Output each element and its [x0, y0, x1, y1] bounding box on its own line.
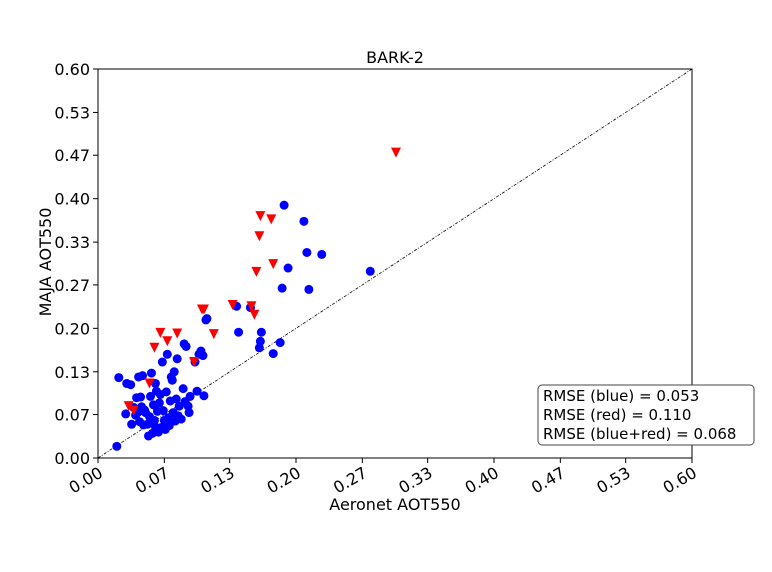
red-point	[254, 231, 265, 242]
blue-point	[169, 367, 179, 377]
blue-point	[202, 314, 212, 324]
x-tick-label: 0.27	[330, 463, 370, 497]
red-point	[155, 327, 166, 338]
y-tick-label: 0.47	[54, 146, 90, 165]
blue-point	[162, 349, 172, 359]
blue-point	[161, 387, 171, 397]
rmse-text: RMSE (blue+red) = 0.068	[543, 425, 736, 443]
y-tick-label: 0.40	[54, 190, 90, 209]
identity-line	[97, 68, 693, 459]
y-axis-label: MAJA AOT550	[36, 208, 55, 317]
blue-point	[176, 414, 186, 424]
chart-title: BARK-2	[366, 48, 424, 67]
blue-point	[302, 247, 312, 257]
red-point	[249, 309, 260, 320]
red-point	[149, 342, 160, 353]
blue-point	[185, 391, 195, 401]
y-tick-label: 0.20	[54, 319, 90, 338]
blue-point	[114, 373, 124, 383]
blue-point	[158, 406, 168, 416]
blue-point	[198, 351, 208, 361]
x-tick-label: 0.13	[197, 463, 237, 497]
red-point	[144, 378, 155, 389]
blue-point	[199, 391, 209, 401]
blue-point	[317, 249, 327, 259]
x-tick-label: 0.60	[660, 463, 700, 497]
blue-point	[277, 283, 287, 293]
blue-point	[126, 380, 136, 390]
x-tick-label: 0.40	[462, 463, 502, 497]
blue-point	[171, 394, 181, 404]
blue-point	[146, 368, 156, 378]
blue-point	[127, 419, 137, 429]
red-point	[268, 259, 279, 270]
y-tick-label: 0.33	[54, 233, 90, 252]
red-point	[208, 329, 219, 340]
red-point	[189, 357, 200, 368]
blue-point	[150, 378, 160, 388]
blue-point	[121, 409, 131, 419]
red-point	[128, 405, 139, 416]
blue-point	[255, 336, 265, 346]
x-tick-label: 0.33	[395, 463, 435, 497]
blue-point	[299, 216, 309, 226]
blue-point	[112, 441, 122, 451]
y-tick-label: 0.13	[54, 363, 90, 382]
y-tick-label: 0.27	[54, 276, 90, 295]
blue-point	[256, 327, 266, 337]
x-axis-label: Aeronet AOT550	[329, 495, 460, 514]
marks-layer	[97, 68, 693, 459]
red-point	[266, 214, 277, 225]
x-tick-label: 0.00	[66, 463, 106, 497]
x-tick-label: 0.53	[593, 463, 633, 497]
y-tick-label: 0.53	[54, 103, 90, 122]
blue-point	[304, 284, 314, 294]
x-tick-label: 0.07	[132, 463, 172, 497]
blue-point	[167, 375, 177, 385]
blue-point	[283, 263, 293, 273]
x-tick-label: 0.20	[264, 463, 304, 497]
red-point	[246, 301, 257, 312]
x-tick-label: 0.47	[528, 463, 568, 497]
y-tick-label: 0.07	[54, 406, 90, 425]
blue-point	[172, 354, 182, 364]
red-point	[198, 304, 209, 315]
blue-point	[136, 392, 146, 402]
red-point	[162, 336, 173, 347]
blue-point	[154, 398, 164, 408]
blue-point	[279, 200, 289, 210]
blue-point	[181, 341, 191, 351]
rmse-text: RMSE (blue) = 0.053	[543, 387, 699, 405]
annotation-frame	[537, 384, 755, 446]
plot-frame	[97, 68, 693, 459]
blue-point	[268, 349, 278, 359]
rmse-text: RMSE (red) = 0.110	[543, 406, 691, 424]
red-point	[172, 328, 183, 339]
y-tick-label: 0.60	[54, 60, 90, 79]
red-point	[390, 147, 401, 158]
blue-point	[157, 357, 167, 367]
y-tick-label: 0.00	[54, 449, 90, 468]
blue-point	[184, 408, 194, 418]
blue-point	[138, 371, 148, 381]
blue-point	[192, 386, 202, 396]
blue-point	[234, 327, 244, 337]
blue-point	[365, 266, 375, 276]
red-point	[255, 211, 266, 222]
blue-point	[178, 384, 188, 394]
red-point	[227, 299, 238, 310]
blue-point	[145, 391, 155, 401]
red-point	[123, 401, 134, 412]
blue-point	[143, 419, 152, 429]
blue-point	[275, 338, 285, 348]
red-point	[251, 266, 262, 277]
